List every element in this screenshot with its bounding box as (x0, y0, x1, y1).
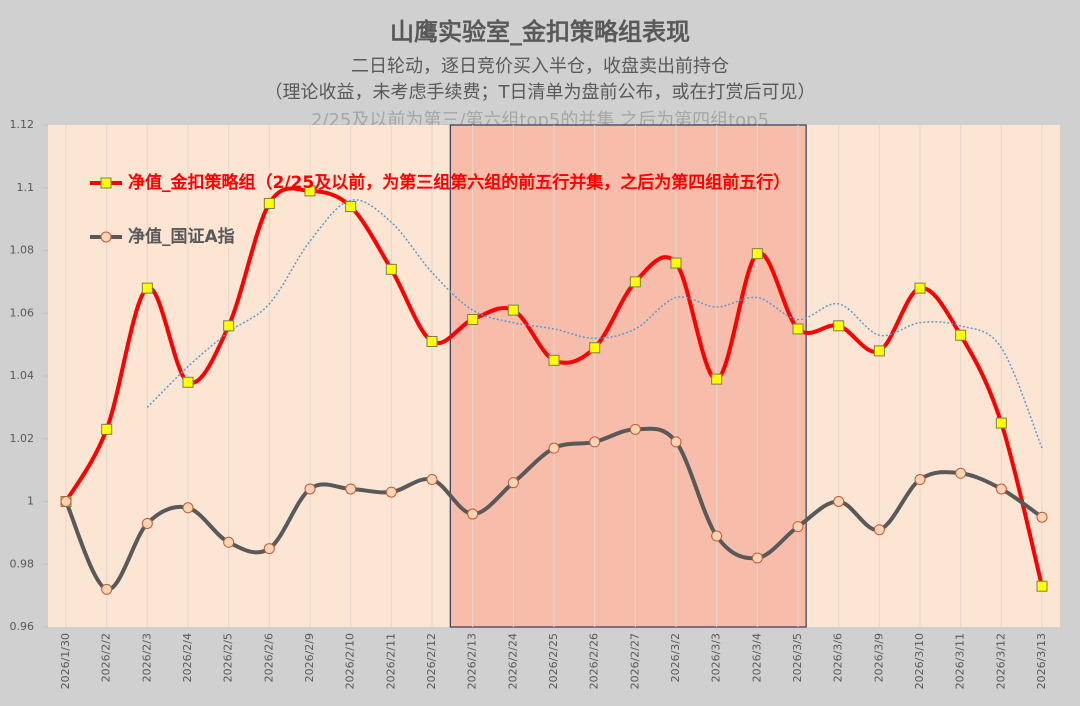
y-tick-label: 1.02 (10, 432, 35, 445)
x-tick-label: 2026/2/13 (466, 633, 479, 689)
marker (792, 323, 804, 335)
marker (182, 502, 194, 514)
y-tick-label: 0.96 (10, 620, 35, 633)
marker (629, 276, 641, 288)
x-tick-label: 2026/2/9 (303, 633, 316, 682)
marker (751, 248, 763, 260)
marker (304, 185, 316, 197)
x-tick-label: 2026/2/6 (262, 633, 275, 682)
marker (589, 436, 601, 448)
x-tick-label: 2026/2/4 (181, 633, 194, 682)
marker (385, 486, 397, 498)
x-tick-label: 2026/2/11 (384, 633, 397, 689)
marker (995, 483, 1007, 495)
x-tick-label: 2026/2/10 (344, 633, 357, 689)
marker (223, 536, 235, 548)
marker (873, 345, 885, 357)
subtitle: （理论收益，未考虑手续费；T日清单为盘前公布，或在打赏后可见） (265, 82, 816, 103)
marker (467, 314, 479, 326)
marker (914, 282, 926, 294)
marker (304, 483, 316, 495)
y-tick-label: 1 (27, 495, 34, 508)
marker (426, 474, 438, 486)
y-tick-label: 1.06 (10, 306, 35, 319)
x-tick-label: 2026/3/3 (710, 633, 723, 682)
legend-marker (100, 231, 112, 243)
marker (182, 376, 194, 388)
marker (670, 436, 682, 448)
marker (833, 320, 845, 332)
marker (223, 320, 235, 332)
trend-line (146, 199, 1043, 449)
x-tick-label: 2026/2/3 (140, 633, 153, 682)
y-tick-label: 1.04 (10, 369, 35, 382)
x-tick-label: 2026/2/26 (588, 633, 601, 689)
subtitle: 二日轮动，逐日竞价买入半仓，收盘卖出前持仓 (351, 56, 729, 77)
marker (589, 342, 601, 354)
marker (711, 373, 723, 385)
legend-marker (100, 177, 112, 189)
marker (426, 335, 438, 347)
marker (751, 552, 763, 564)
marker (792, 521, 804, 533)
marker (548, 442, 560, 454)
x-tick-label: 2026/3/4 (750, 633, 763, 682)
marker (507, 304, 519, 316)
x-tick-label: 2026/2/24 (506, 633, 519, 689)
highlight-band (449, 124, 807, 628)
x-tick-label: 2026/3/9 (872, 633, 885, 682)
marker (955, 467, 967, 479)
y-tick-label: 1.12 (10, 118, 35, 131)
marker (711, 530, 723, 542)
x-tick-label: 2026/3/5 (791, 633, 804, 682)
x-tick-label: 2026/1/30 (59, 633, 72, 689)
marker (263, 197, 275, 209)
marker (995, 417, 1007, 429)
y-tick-label: 1.1 (17, 181, 35, 194)
marker (1036, 511, 1048, 523)
x-tick-label: 2026/2/25 (547, 633, 560, 689)
marker (914, 474, 926, 486)
x-tick-label: 2026/3/10 (913, 633, 926, 689)
x-tick-label: 2026/3/13 (1035, 633, 1048, 689)
marker (873, 524, 885, 536)
x-tick-label: 2026/3/12 (994, 633, 1007, 689)
marker (670, 257, 682, 269)
marker (467, 508, 479, 520)
y-tick-label: 1.08 (10, 244, 35, 257)
marker (345, 201, 357, 213)
marker (548, 354, 560, 366)
x-tick-label: 2026/3/6 (832, 633, 845, 682)
x-tick-label: 2026/2/12 (425, 633, 438, 689)
x-tick-label: 2026/3/2 (669, 633, 682, 682)
x-tick-label: 2026/2/27 (628, 633, 641, 689)
y-tick-label: 0.98 (10, 557, 35, 570)
marker (385, 263, 397, 275)
legend-label: 净值_国证A指 (128, 226, 235, 247)
marker (141, 282, 153, 294)
marker (955, 329, 967, 341)
marker (60, 496, 72, 507)
marker (507, 477, 519, 489)
marker (101, 583, 113, 595)
x-tick-label: 2026/3/11 (954, 633, 967, 689)
marker (141, 517, 153, 529)
marker (1036, 580, 1048, 592)
marker (263, 543, 275, 555)
legend-label: 净值_金扣策略组（2/25及以前，为第三组第六组的前五行并集，之后为第四组前五行… (128, 172, 790, 193)
x-tick-label: 2026/2/5 (222, 633, 235, 682)
x-tick-label: 2026/2/2 (100, 633, 113, 682)
marker (629, 423, 641, 435)
marker (101, 423, 113, 435)
marker (345, 483, 357, 495)
marker (833, 496, 845, 507)
chart-title: 山鹰实验室_金扣策略组表现 (390, 18, 690, 46)
